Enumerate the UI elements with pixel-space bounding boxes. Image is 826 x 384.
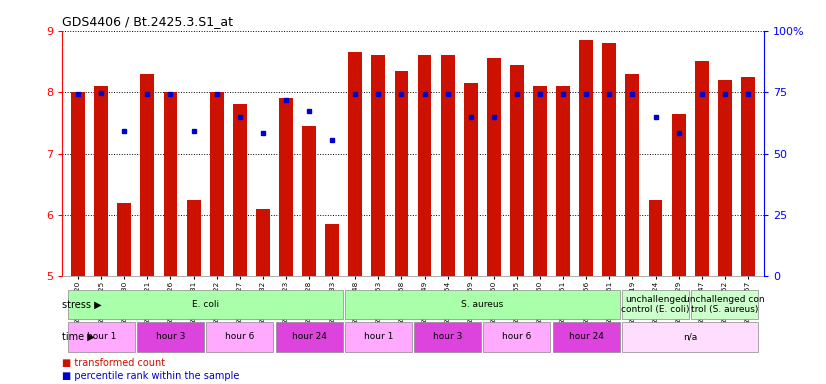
FancyBboxPatch shape: [345, 290, 620, 319]
Bar: [256, 209, 270, 276]
FancyBboxPatch shape: [276, 322, 343, 352]
Bar: [302, 126, 316, 276]
Bar: [164, 92, 178, 276]
Bar: [71, 92, 85, 276]
Bar: [556, 86, 570, 276]
Bar: [210, 92, 224, 276]
Bar: [140, 74, 154, 276]
Bar: [279, 98, 293, 276]
FancyBboxPatch shape: [206, 322, 273, 352]
Bar: [372, 55, 385, 276]
Bar: [233, 104, 247, 276]
Bar: [325, 224, 339, 276]
Text: unchallenged con
trol (S. aureus): unchallenged con trol (S. aureus): [685, 295, 765, 314]
FancyBboxPatch shape: [68, 290, 343, 319]
Text: hour 1: hour 1: [87, 333, 116, 341]
Bar: [418, 55, 431, 276]
FancyBboxPatch shape: [691, 290, 758, 319]
Bar: [648, 200, 662, 276]
Text: hour 24: hour 24: [569, 333, 604, 341]
Text: hour 6: hour 6: [225, 333, 254, 341]
FancyBboxPatch shape: [137, 322, 204, 352]
Text: n/a: n/a: [683, 333, 697, 341]
Bar: [741, 77, 755, 276]
Text: hour 3: hour 3: [156, 333, 185, 341]
Bar: [487, 58, 501, 276]
Bar: [464, 83, 477, 276]
FancyBboxPatch shape: [622, 322, 758, 352]
FancyBboxPatch shape: [414, 322, 481, 352]
Text: hour 24: hour 24: [292, 333, 326, 341]
Bar: [695, 61, 709, 276]
Bar: [718, 80, 732, 276]
FancyBboxPatch shape: [553, 322, 620, 352]
Bar: [94, 86, 108, 276]
Text: E. coli: E. coli: [192, 300, 219, 309]
Bar: [349, 52, 362, 276]
Bar: [117, 203, 131, 276]
Bar: [602, 43, 616, 276]
Text: hour 1: hour 1: [363, 333, 393, 341]
Text: GDS4406 / Bt.2425.3.S1_at: GDS4406 / Bt.2425.3.S1_at: [62, 15, 233, 28]
Bar: [441, 55, 454, 276]
Bar: [187, 200, 201, 276]
FancyBboxPatch shape: [345, 322, 412, 352]
Bar: [625, 74, 639, 276]
FancyBboxPatch shape: [622, 290, 689, 319]
Text: ■ percentile rank within the sample: ■ percentile rank within the sample: [62, 371, 240, 381]
Bar: [395, 71, 408, 276]
Bar: [579, 40, 593, 276]
FancyBboxPatch shape: [68, 322, 135, 352]
Text: S. aureus: S. aureus: [461, 300, 503, 309]
Text: stress ▶: stress ▶: [63, 299, 102, 310]
Bar: [510, 65, 524, 276]
Bar: [533, 86, 547, 276]
Bar: [672, 114, 686, 276]
Text: time ▶: time ▶: [63, 332, 95, 342]
Text: hour 6: hour 6: [502, 333, 532, 341]
Text: ■ transformed count: ■ transformed count: [62, 358, 165, 368]
FancyBboxPatch shape: [483, 322, 550, 352]
Text: unchallenged
control (E. coli): unchallenged control (E. coli): [621, 295, 690, 314]
Text: hour 3: hour 3: [433, 333, 463, 341]
